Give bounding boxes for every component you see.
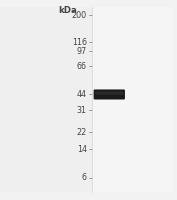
Text: 97: 97 [76, 47, 87, 55]
Text: 31: 31 [77, 106, 87, 114]
Text: –: – [88, 146, 92, 152]
Text: –: – [88, 48, 92, 54]
Text: 6: 6 [82, 173, 87, 181]
Text: –: – [88, 129, 92, 135]
FancyBboxPatch shape [94, 90, 125, 100]
Text: 22: 22 [76, 128, 87, 136]
Bar [0, 8, 92, 192]
Text: –: – [88, 12, 92, 18]
Text: –: – [88, 39, 92, 45]
Text: 66: 66 [77, 62, 87, 70]
Text: kDa: kDa [58, 6, 77, 15]
Text: 116: 116 [72, 38, 87, 46]
Text: –: – [88, 63, 92, 69]
Bar [92, 8, 173, 192]
Text: 200: 200 [72, 11, 87, 19]
Text: –: – [88, 107, 92, 113]
Text: –: – [88, 174, 92, 180]
FancyBboxPatch shape [95, 92, 124, 95]
Text: 14: 14 [77, 145, 87, 153]
Text: –: – [88, 91, 92, 97]
Text: 44: 44 [77, 90, 87, 98]
